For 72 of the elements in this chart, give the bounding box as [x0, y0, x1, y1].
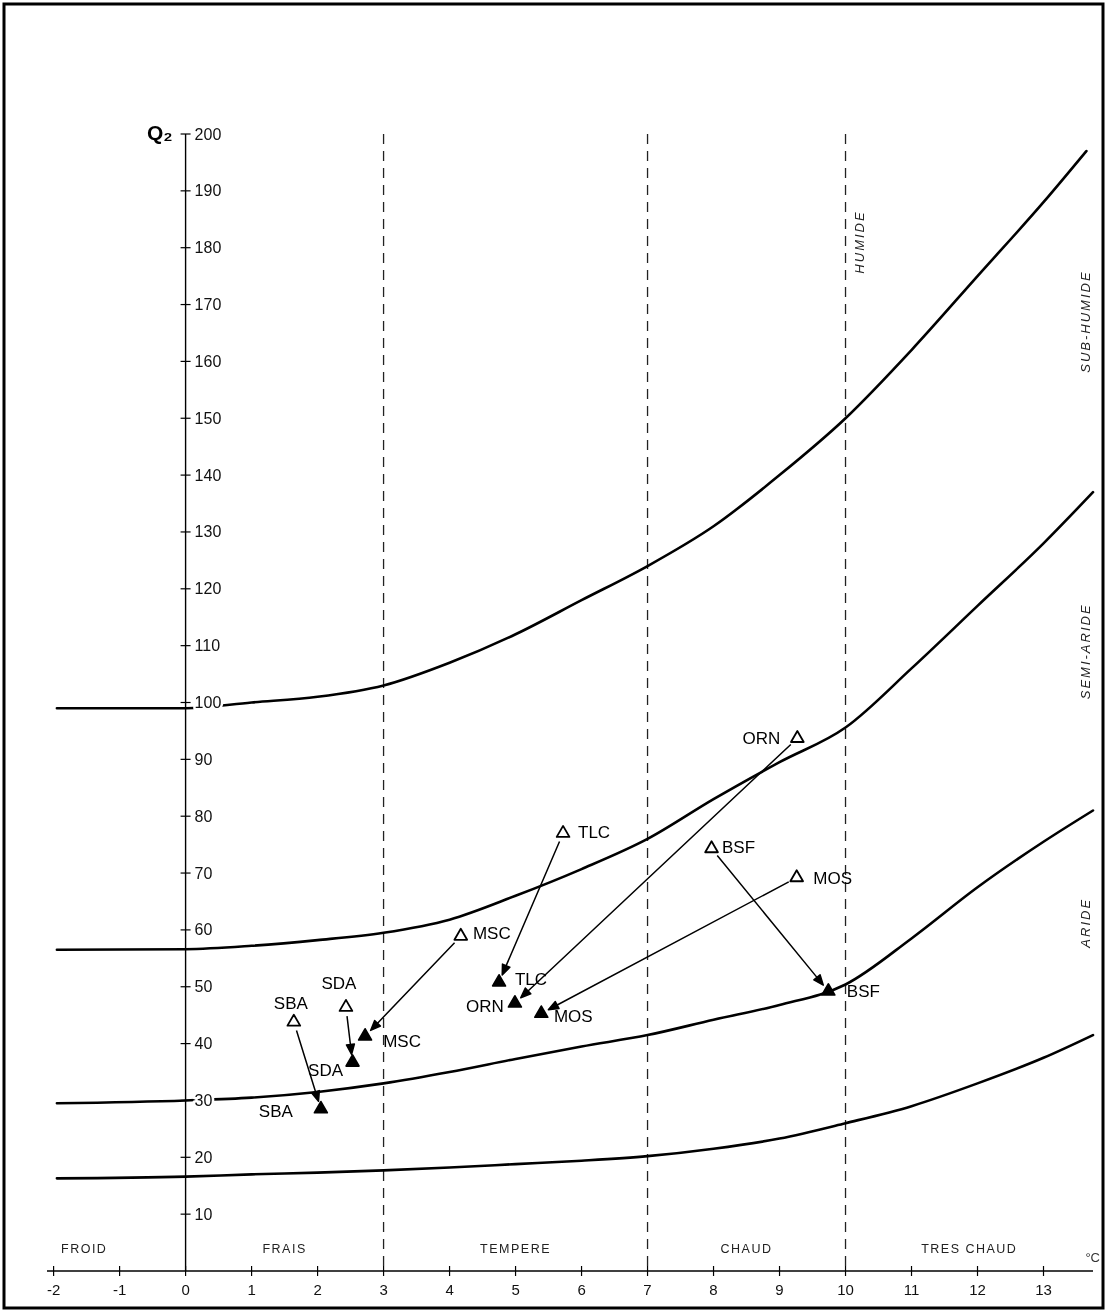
x-tick-label: 7: [643, 1281, 652, 1298]
point: [345, 1054, 360, 1067]
point: [286, 1013, 302, 1027]
annotation: SEMI-ARIDE: [1077, 603, 1093, 700]
x-tick-label: 3: [379, 1281, 388, 1298]
y-tick-label: 190: [194, 182, 222, 200]
annotation: MSC: [472, 923, 511, 943]
y-tick-label: 110: [194, 637, 221, 655]
y-tick-label: 160: [194, 352, 222, 370]
y-tick-label: 50: [194, 978, 213, 996]
point: [338, 998, 354, 1012]
annotation: SUB-HUMIDE: [1077, 270, 1093, 373]
y-tick-label: 80: [194, 807, 213, 825]
annotation: ORN: [742, 728, 781, 748]
point: [821, 983, 836, 996]
point: [313, 1100, 329, 1114]
annotation: SDA: [321, 973, 358, 993]
point: [790, 730, 805, 743]
point: [704, 840, 719, 854]
x-tick-label: 5: [511, 1281, 520, 1298]
x-tick-label: 2: [313, 1281, 322, 1298]
y-tick-label: 20: [194, 1148, 213, 1166]
y-tick-label: 150: [194, 409, 222, 427]
annotation: ARIDE: [1077, 897, 1093, 949]
y-tick-label: 120: [194, 580, 222, 598]
y-tick-label: 170: [194, 296, 222, 314]
annotation: FRAIS: [262, 1242, 307, 1256]
annotation: SDA: [308, 1060, 344, 1080]
annotation: TEMPERE: [480, 1242, 552, 1256]
x-tick-label: 1: [247, 1281, 256, 1298]
annotation: SBA: [258, 1101, 294, 1121]
x-tick-label: 8: [709, 1281, 718, 1298]
x-tick-label: 9: [775, 1281, 784, 1298]
y-tick-label: 90: [194, 750, 213, 768]
x-tick-label: 4: [445, 1281, 454, 1298]
y-tick-label: 140: [194, 466, 222, 484]
annotation: FROID: [61, 1242, 108, 1256]
annotation: ORN: [466, 996, 504, 1016]
y-tick-label: 40: [194, 1035, 213, 1053]
point: [555, 825, 571, 838]
annotation: MOS: [813, 868, 853, 888]
x-axis-title: °C: [1085, 1250, 1100, 1265]
annotation: SBA: [273, 993, 309, 1013]
y-axis-title: Q₂: [146, 121, 173, 144]
y-tick-label: 70: [194, 864, 213, 882]
point: [453, 927, 469, 941]
x-tick-label: 12: [969, 1281, 986, 1298]
point: [357, 1027, 373, 1041]
y-tick-label: 10: [194, 1205, 213, 1223]
point: [534, 1005, 549, 1019]
x-tick-label: -1: [112, 1281, 127, 1298]
x-tick-label: 6: [577, 1281, 586, 1298]
point: [507, 995, 523, 1008]
annotation: TLC: [578, 822, 611, 842]
x-tick-label: -2: [46, 1281, 61, 1298]
y-tick-label: 60: [194, 921, 213, 939]
x-tick-label: 10: [837, 1281, 854, 1298]
y-tick-label: 180: [194, 239, 222, 257]
y-tick-label: 200: [194, 125, 222, 143]
annotation: BSF: [846, 981, 880, 1001]
annotation: TRES CHAUD: [921, 1242, 1018, 1256]
annotation: BSF: [722, 837, 756, 857]
annotation: HUMIDE: [851, 210, 867, 274]
annotation: MOS: [553, 1006, 593, 1026]
x-tick-label: 11: [903, 1281, 920, 1298]
annotation: CHAUD: [720, 1242, 773, 1256]
x-tick-label: 0: [181, 1281, 190, 1298]
point: [789, 869, 804, 883]
x-tick-label: 13: [1035, 1281, 1052, 1298]
annotation: MSC: [383, 1031, 421, 1051]
y-tick-label: 130: [194, 523, 222, 541]
point: [491, 973, 507, 987]
